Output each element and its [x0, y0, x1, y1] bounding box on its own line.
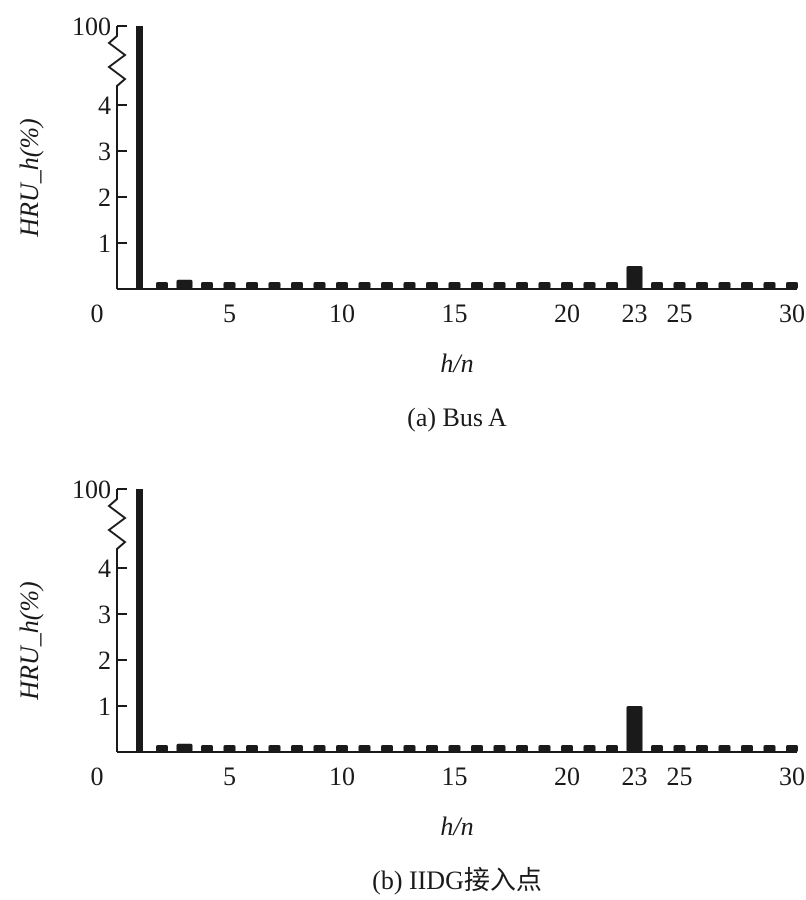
- bar-h21: [583, 282, 596, 289]
- bar-h20: [561, 282, 573, 289]
- x-tick-label: 25: [667, 762, 693, 791]
- x-tick-label: 23: [622, 762, 648, 791]
- bar-h29: [763, 282, 776, 289]
- bar-h16: [471, 745, 483, 752]
- bar-h7: [268, 745, 281, 752]
- bar-h2: [156, 282, 168, 289]
- x-tick-label: 0: [91, 762, 104, 791]
- bar-h22: [606, 282, 618, 289]
- bar-h20: [561, 745, 573, 752]
- bar-h3: [176, 279, 193, 289]
- bar-h13: [403, 745, 416, 752]
- bar-h28: [741, 282, 753, 289]
- y-tick-label: 3: [98, 137, 111, 166]
- bar-h6: [246, 282, 258, 289]
- panel-caption: (a) Bus A: [407, 403, 507, 432]
- bar-h23: [626, 706, 643, 752]
- bar-h15: [448, 282, 461, 289]
- bar-h19: [538, 745, 551, 752]
- bar-h25: [673, 745, 686, 752]
- bar-h23: [626, 266, 643, 289]
- bar-h27: [718, 745, 731, 752]
- bar-h18: [516, 282, 528, 289]
- bar-h6: [246, 745, 258, 752]
- bar-h17: [493, 282, 506, 289]
- bar-h27: [718, 282, 731, 289]
- bar-h10: [336, 282, 348, 289]
- bar-h19: [538, 282, 551, 289]
- bar-h1: [136, 26, 143, 289]
- y-tick-label: 4: [98, 91, 111, 120]
- x-tick-label: 23: [622, 299, 648, 328]
- bar-h8: [291, 745, 303, 752]
- y-tick-label: 1: [98, 229, 111, 258]
- y-tick-label: 2: [98, 646, 111, 675]
- y-tick-label: 4: [98, 554, 111, 583]
- bar-h15: [448, 745, 461, 752]
- panel-caption: (b) IIDG接入点: [372, 866, 542, 895]
- y-tick-label: 3: [98, 600, 111, 629]
- bar-h10: [336, 745, 348, 752]
- x-tick-label: 15: [442, 299, 468, 328]
- x-tick-label: 25: [667, 299, 693, 328]
- bar-h4: [201, 745, 213, 752]
- x-tick-label: 15: [442, 762, 468, 791]
- bar-h14: [426, 282, 438, 289]
- bar-h5: [223, 282, 236, 289]
- bar-h13: [403, 282, 416, 289]
- bar-h12: [381, 282, 393, 289]
- bar-h24: [651, 745, 663, 752]
- bar-h18: [516, 745, 528, 752]
- bar-h30: [786, 282, 798, 289]
- bar-h26: [696, 745, 708, 752]
- bar-h25: [673, 282, 686, 289]
- x-tick-label: 30: [779, 762, 805, 791]
- bar-h21: [583, 745, 596, 752]
- bar-h30: [786, 745, 798, 752]
- bar-h28: [741, 745, 753, 752]
- x-tick-label: 5: [223, 762, 236, 791]
- bar-h29: [763, 745, 776, 752]
- bar-h9: [313, 745, 326, 752]
- y-tick-label: 100: [72, 475, 111, 504]
- bar-h2: [156, 745, 168, 752]
- bar-h22: [606, 745, 618, 752]
- x-tick-label: 30: [779, 299, 805, 328]
- bar-h9: [313, 282, 326, 289]
- bar-h12: [381, 745, 393, 752]
- y-tick-label: 100: [72, 12, 111, 41]
- bar-h4: [201, 282, 213, 289]
- x-tick-label: 10: [329, 299, 355, 328]
- bar-h8: [291, 282, 303, 289]
- bar-h14: [426, 745, 438, 752]
- y-axis-break: [107, 489, 127, 555]
- x-tick-label: 5: [223, 299, 236, 328]
- y-axis-break: [107, 26, 127, 92]
- bar-h17: [493, 745, 506, 752]
- bar-h11: [358, 282, 371, 289]
- bar-h16: [471, 282, 483, 289]
- y-axis-title: HRU_h(%): [15, 581, 44, 700]
- x-tick-label: 0: [91, 299, 104, 328]
- bar-h11: [358, 745, 371, 752]
- y-tick-label: 1: [98, 692, 111, 721]
- bar-h1: [136, 489, 143, 752]
- x-axis-title: h/n: [440, 349, 473, 378]
- x-tick-label: 20: [554, 299, 580, 328]
- x-axis-title: h/n: [440, 812, 473, 841]
- x-tick-label: 10: [329, 762, 355, 791]
- bar-h26: [696, 282, 708, 289]
- y-tick-label: 2: [98, 183, 111, 212]
- bar-h7: [268, 282, 281, 289]
- x-tick-label: 20: [554, 762, 580, 791]
- bar-h3: [176, 743, 193, 752]
- bar-h5: [223, 745, 236, 752]
- bar-h24: [651, 282, 663, 289]
- y-axis-title: HRU_h(%): [15, 118, 44, 237]
